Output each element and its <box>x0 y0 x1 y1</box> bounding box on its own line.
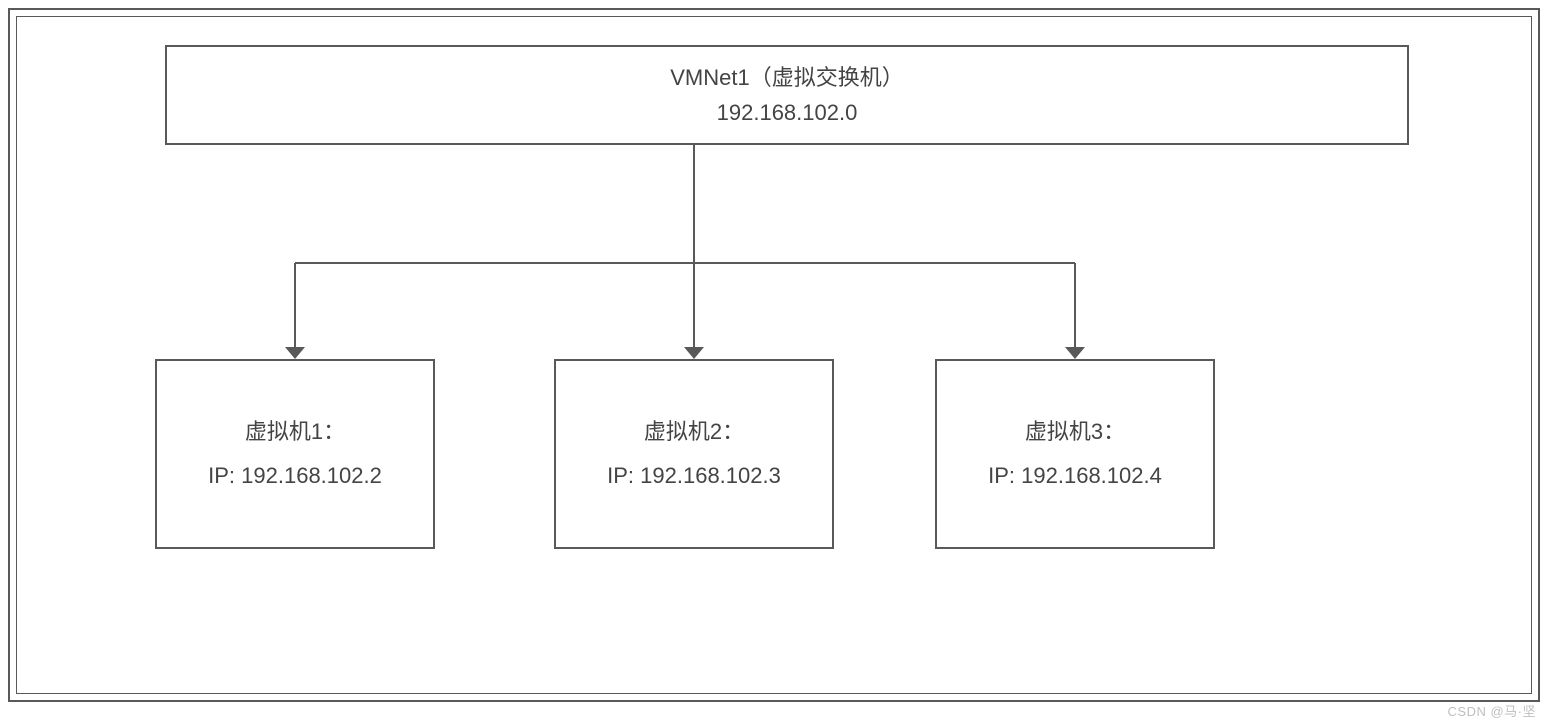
vm-label: 虚拟机1： <box>245 410 345 454</box>
vm-ip: IP: 192.168.102.2 <box>208 454 382 498</box>
vm-ip: IP: 192.168.102.3 <box>607 454 781 498</box>
vm-node-3: 虚拟机3： IP: 192.168.102.4 <box>935 359 1215 549</box>
diagram-inner-frame: VMNet1（虚拟交换机） 192.168.102.0 虚拟机1： IP: 19… <box>16 16 1532 694</box>
diagram-outer-frame: VMNet1（虚拟交换机） 192.168.102.0 虚拟机1： IP: 19… <box>8 8 1540 702</box>
switch-subnet: 192.168.102.0 <box>717 95 858 130</box>
vm-label: 虚拟机3： <box>1025 410 1125 454</box>
vm-label: 虚拟机2： <box>644 410 744 454</box>
switch-node: VMNet1（虚拟交换机） 192.168.102.0 <box>165 45 1409 145</box>
vm-ip: IP: 192.168.102.4 <box>988 454 1162 498</box>
vm-node-1: 虚拟机1： IP: 192.168.102.2 <box>155 359 435 549</box>
vm-node-2: 虚拟机2： IP: 192.168.102.3 <box>554 359 834 549</box>
switch-title: VMNet1（虚拟交换机） <box>670 60 903 95</box>
watermark: CSDN @马·坚 <box>1448 701 1536 720</box>
